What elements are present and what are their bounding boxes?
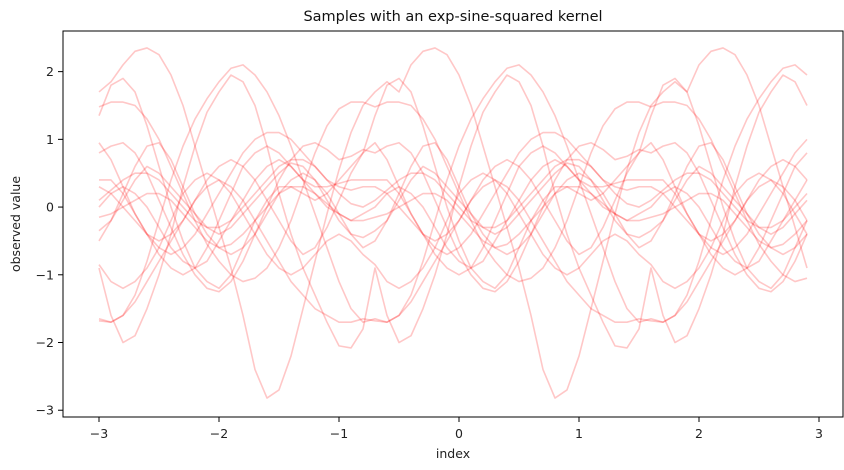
sample-line-2 <box>98 64 808 323</box>
x-tick-label-0: −3 <box>90 426 108 441</box>
series-layer <box>98 47 808 399</box>
y-tick-label-2: −1 <box>36 267 54 282</box>
y-axis-label: observed value <box>8 176 23 272</box>
x-axis-label: index <box>436 446 470 461</box>
sample-line-13 <box>98 158 808 229</box>
plot-frame <box>62 30 844 418</box>
x-axis: −3 −2 −1 0 1 2 3 <box>90 417 823 441</box>
sample-line-4 <box>98 101 808 283</box>
y-axis: −3 −2 −1 0 1 2 <box>36 64 63 418</box>
x-tick-label-5: 2 <box>695 426 703 441</box>
y-tick-label-0: −3 <box>36 403 54 418</box>
sample-line-14 <box>98 179 808 323</box>
x-tick-label-6: 3 <box>815 426 823 441</box>
chart-title: Samples with an exp-sine-squared kernel <box>303 9 602 25</box>
sample-line-11 <box>98 77 808 290</box>
sample-line-12 <box>98 172 808 290</box>
x-tick-label-3: 0 <box>455 426 463 441</box>
sample-line-3 <box>98 74 808 349</box>
sample-line-15 <box>98 141 808 256</box>
y-tick-label-5: 2 <box>46 64 54 79</box>
y-tick-label-3: 0 <box>46 200 54 215</box>
sample-line-10 <box>99 145 808 276</box>
sample-line-8 <box>98 141 808 256</box>
y-tick-label-4: 1 <box>46 132 54 147</box>
sample-line-9 <box>98 158 808 269</box>
sample-line-1 <box>98 47 808 399</box>
sample-line-16 <box>98 185 808 249</box>
x-tick-label-4: 1 <box>575 426 583 441</box>
y-tick-label-1: −2 <box>36 335 54 350</box>
x-tick-label-2: −1 <box>330 426 348 441</box>
sample-line-5 <box>98 141 808 293</box>
x-tick-label-1: −2 <box>210 426 228 441</box>
sample-line-6 <box>98 131 808 256</box>
sample-line-7 <box>98 162 808 239</box>
